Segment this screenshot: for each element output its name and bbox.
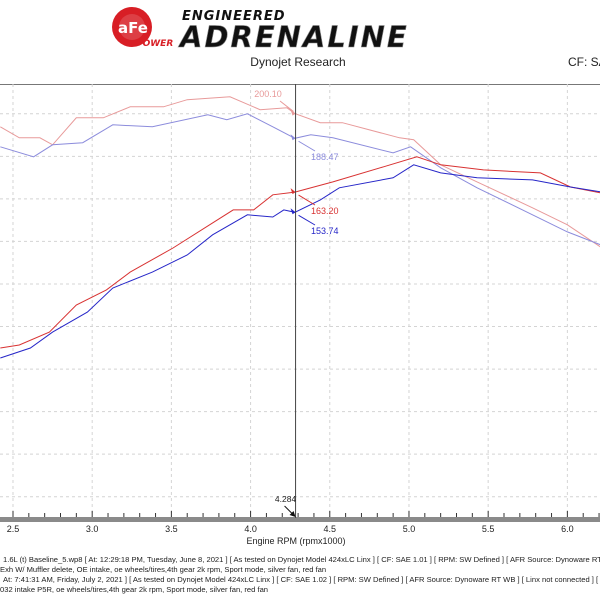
chart-title: Dynojet Research: [250, 55, 346, 69]
series-line-3: [0, 156, 600, 349]
svg-text:POWER: POWER: [136, 39, 173, 49]
cursor-value-label: 200.10: [254, 89, 282, 99]
cursor-leader-line: [298, 140, 316, 152]
x-tick-label: 4.0: [244, 524, 257, 534]
x-tick-label: 6.0: [561, 524, 574, 534]
cursor-value-label: 163.20: [311, 206, 339, 216]
cursor-rpm-label: 4.284: [275, 494, 297, 504]
x-tick-label: 2.5: [7, 524, 20, 534]
x-tick-label: 5.5: [482, 524, 495, 534]
cursor-marker: [290, 109, 296, 116]
svg-text:aFe: aFe: [118, 19, 148, 37]
series-line-2: [0, 113, 600, 246]
cursor-marker: [290, 188, 296, 195]
afe-power-logo: aFe POWER ENGINEERED ADRENALINE: [112, 7, 409, 50]
series-line-1: [0, 96, 600, 248]
cursor-arrow-head: [289, 511, 296, 517]
cursor-leader-line: [298, 214, 316, 226]
x-axis-label: Engine RPM (rpmx1000): [246, 536, 345, 546]
x-tick-label: 3.0: [86, 524, 99, 534]
x-tick-label: 5.0: [403, 524, 416, 534]
cursor-marker: [290, 208, 296, 215]
x-tick-label: 4.5: [324, 524, 337, 534]
cursor-leader-line: [279, 100, 294, 112]
run-info-line-2: At: 7:41:31 AM, Friday, July 2, 2021 ] […: [3, 575, 599, 584]
run-notes-line-2: 032 intake P5R, oe wheels/tires,4th gear…: [0, 585, 269, 594]
cursor-value-label: 188.47: [311, 152, 339, 162]
cursor-leader-line: [298, 194, 316, 206]
svg-text:ADRENALINE: ADRENALINE: [178, 20, 409, 50]
cursor-marker: [290, 134, 296, 141]
x-axis-band: [0, 517, 600, 522]
x-tick-label: 3.5: [165, 524, 178, 534]
run-notes-line-1: Exh W/ Muffler delete, OE intake, oe whe…: [0, 565, 327, 574]
cursor-value-label: 153.74: [311, 226, 339, 236]
run-info-line-1: 1.6L (t) Baseline_5.wp8 [ At: 12:29:18 P…: [3, 555, 600, 564]
cf-label: CF: SA: [568, 55, 600, 69]
series-line-4: [0, 164, 600, 359]
svg-text:ENGINEERED: ENGINEERED: [182, 9, 286, 24]
